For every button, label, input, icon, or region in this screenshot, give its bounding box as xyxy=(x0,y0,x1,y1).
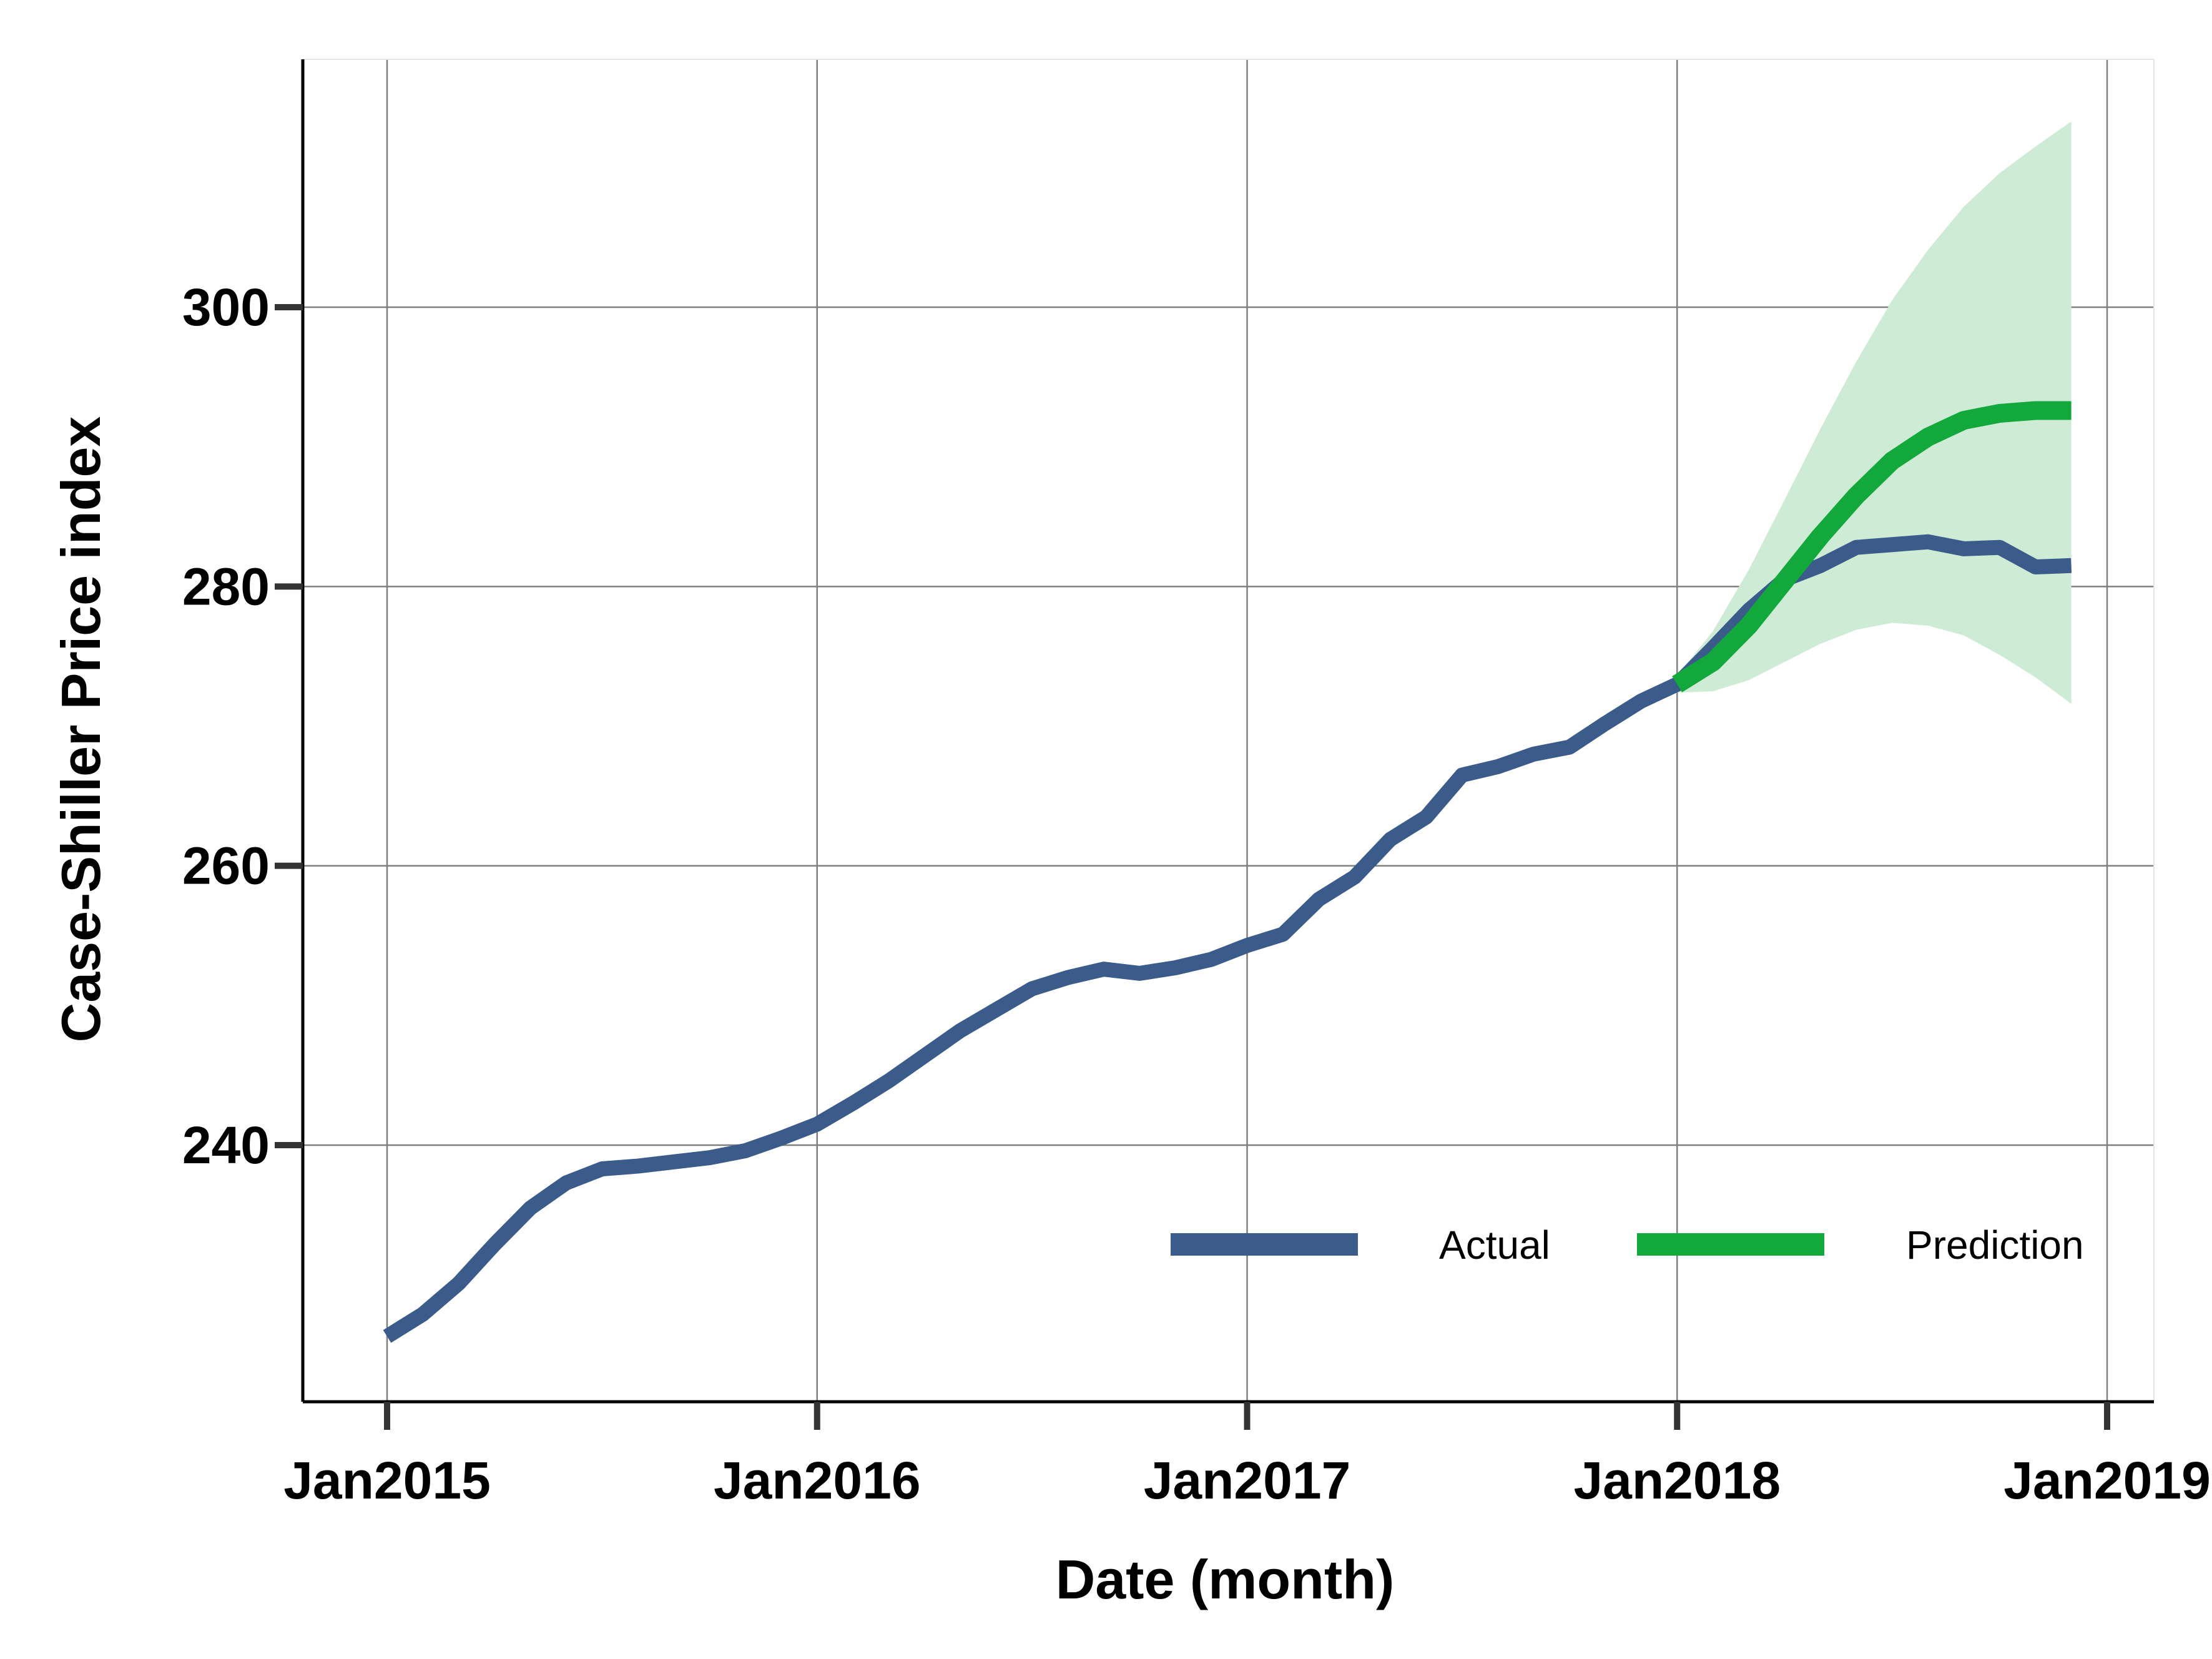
series-line-prediction-overlay xyxy=(1672,530,1828,692)
x-gridlines xyxy=(386,59,2108,1402)
prediction-interval-band xyxy=(1677,121,2072,704)
x-tick-label: Jan2019 xyxy=(2003,1451,2211,1510)
x-tick-label: Jan2018 xyxy=(1573,1451,1781,1510)
series-lines-layer xyxy=(383,401,2072,1343)
x-tick-label: Jan2016 xyxy=(714,1451,921,1510)
prediction-interval-layer xyxy=(1677,121,2072,704)
y-axis-title: Case-Shiller Price index xyxy=(50,416,112,1043)
axes xyxy=(301,59,2155,1404)
legend-label-prediction: Prediction xyxy=(1906,1223,2084,1268)
y-axis-ticks: 240 260 280 300 xyxy=(182,278,303,1174)
y-tick-label: 280 xyxy=(182,557,270,616)
x-axis-ticks: Jan2015 Jan2016 Jan2017 Jan2018 Jan2019 xyxy=(283,1402,2211,1510)
y-tick-label: 300 xyxy=(182,278,270,337)
x-tick-label: Jan2017 xyxy=(1144,1451,1351,1510)
legend-label-actual: Actual xyxy=(1439,1223,1550,1268)
x-tick-label: Jan2015 xyxy=(283,1451,491,1510)
x-axis-title: Date (month) xyxy=(1056,1548,1395,1610)
legend: Actual Prediction xyxy=(1171,1223,2084,1268)
y-tick-label: 240 xyxy=(182,1116,270,1174)
y-tick-label: 260 xyxy=(182,837,270,895)
